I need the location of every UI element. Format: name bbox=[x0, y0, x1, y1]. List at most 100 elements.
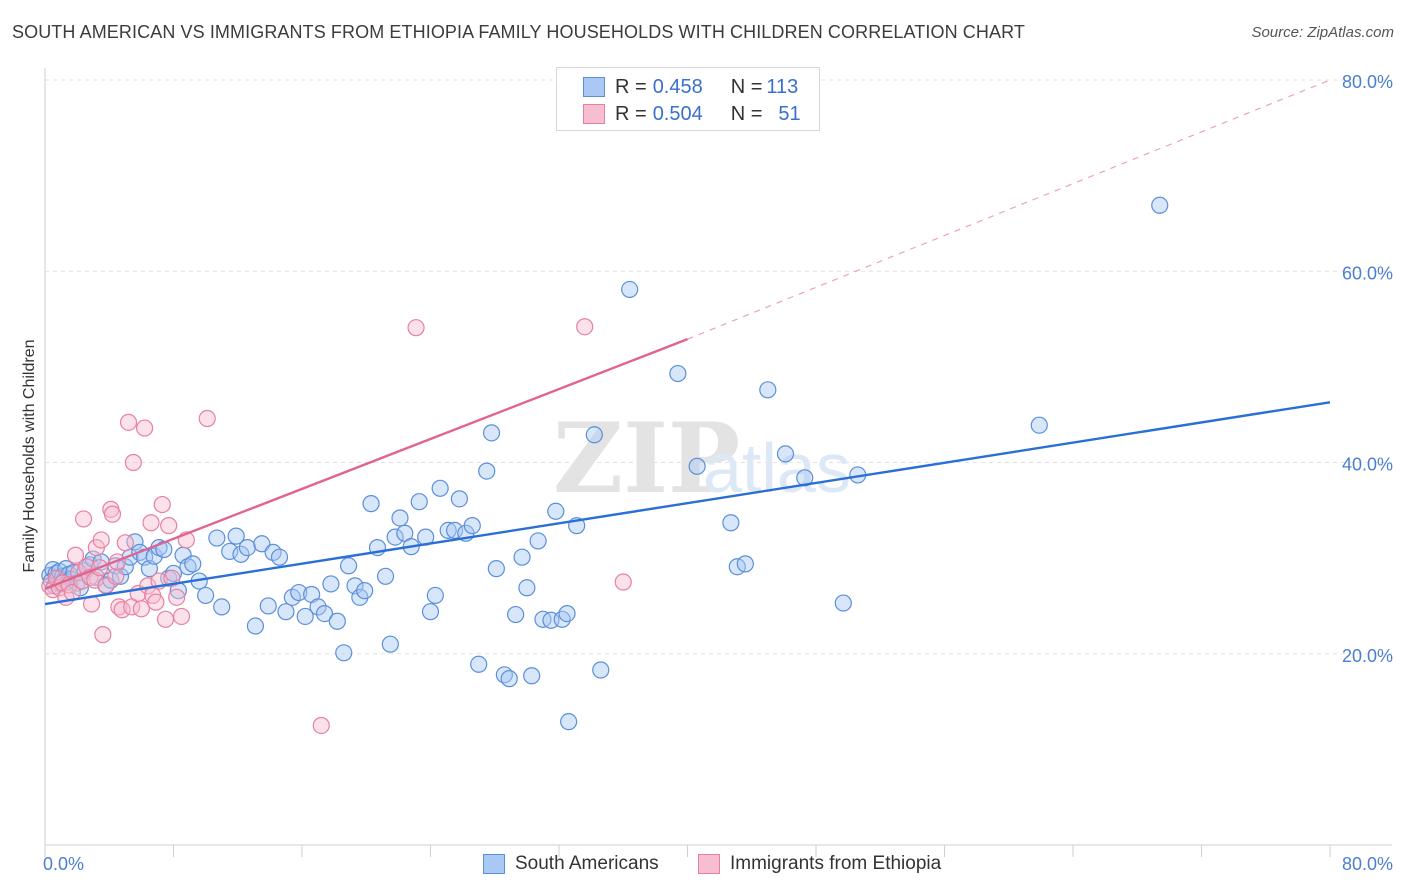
y-axis-label: Family Households with Children bbox=[21, 340, 38, 573]
south-americans-point-45 bbox=[221, 542, 239, 561]
south-americans-point-48 bbox=[238, 539, 256, 557]
legend-row-ethiopia: R = 0.504 N = 51 bbox=[583, 101, 801, 127]
south-americans-point-56 bbox=[290, 583, 308, 602]
ethiopia-point-50 bbox=[614, 573, 632, 591]
legend-r-label: R = bbox=[615, 102, 647, 125]
ethiopia-point-43 bbox=[168, 588, 186, 606]
south-americans-point-95 bbox=[523, 667, 541, 685]
south-americans-point-32 bbox=[145, 547, 163, 565]
south-americans-point-113 bbox=[776, 445, 795, 463]
legend-r-label: R = bbox=[615, 75, 647, 98]
ethiopia-point-48 bbox=[407, 319, 425, 337]
trend-lines bbox=[44, 79, 1331, 606]
south-americans-point-54 bbox=[277, 603, 295, 621]
south-americans-point-59 bbox=[309, 598, 327, 616]
ethiopia-point-47 bbox=[312, 716, 330, 735]
south-americans-point-115 bbox=[834, 594, 852, 612]
watermark-atlas: atlas bbox=[703, 429, 851, 507]
legend-row-south-americans: R = 0.458 N = 113 bbox=[583, 74, 798, 100]
bottom-legend-ethiopia: Immigrants from Ethiopia bbox=[698, 852, 941, 876]
legend-swatch-blue bbox=[583, 77, 605, 97]
south-americans-point-107 bbox=[669, 364, 687, 383]
south-americans-point-86 bbox=[470, 655, 488, 673]
ethiopia-point-35 bbox=[142, 514, 160, 532]
south-americans-point-87 bbox=[478, 462, 496, 480]
x-tick-label-max: 80.0% bbox=[1342, 854, 1393, 874]
south-americans-point-53 bbox=[270, 548, 289, 566]
axes bbox=[44, 68, 1392, 857]
south-americans-point-61 bbox=[322, 575, 340, 593]
south-americans-point-49 bbox=[246, 617, 265, 635]
y-tick-label-2: 60.0% bbox=[1342, 263, 1393, 283]
ethiopia-point-30 bbox=[124, 453, 142, 472]
chart-title: SOUTH AMERICAN VS IMMIGRANTS FROM ETHIOP… bbox=[12, 22, 1025, 42]
south-americans-point-57 bbox=[296, 607, 314, 626]
south-americans-point-88 bbox=[482, 424, 501, 442]
legend-n-value: 51 bbox=[778, 102, 801, 125]
bottom-legend-label: Immigrants from Ethiopia bbox=[730, 853, 942, 874]
ethiopia-point-27 bbox=[116, 534, 134, 552]
tick-labels: 20.0% 40.0% 60.0% 80.0% 0.0% 80.0% bbox=[43, 72, 1393, 874]
south-americans-point-93 bbox=[513, 548, 531, 566]
south-americans-point-72 bbox=[386, 528, 404, 546]
legend-n-value: 113 bbox=[766, 75, 799, 98]
south-americans-point-68 bbox=[362, 495, 380, 513]
south-americans-point-51 bbox=[259, 597, 277, 615]
south-americans-point-83 bbox=[450, 490, 469, 508]
legend-r-value: 0.504 bbox=[652, 102, 703, 125]
south-americans-point-99 bbox=[547, 502, 565, 520]
watermark-zip: ZIP bbox=[553, 402, 740, 515]
bottom-legend-label: South Americans bbox=[515, 853, 659, 874]
trend-line-ethiopia-extension bbox=[687, 79, 1331, 340]
south-americans-point-91 bbox=[500, 670, 518, 688]
south-americans-point-67 bbox=[356, 582, 374, 600]
south-americans-point-102 bbox=[560, 713, 578, 731]
south-americans-point-101 bbox=[558, 604, 576, 623]
south-americans-point-117 bbox=[1030, 416, 1048, 434]
bottom-legend-swatch-blue bbox=[483, 854, 505, 874]
legend-n-label: N = bbox=[730, 102, 763, 125]
south-americans-point-106 bbox=[621, 280, 639, 299]
south-americans-point-40 bbox=[184, 555, 202, 573]
south-americans-point-79 bbox=[426, 586, 444, 605]
south-americans-point-44 bbox=[213, 598, 231, 616]
legend-n-label: N = bbox=[730, 75, 763, 98]
bottom-legend-swatch-pink bbox=[698, 854, 720, 874]
south-americans-point-63 bbox=[335, 644, 353, 662]
south-americans-point-109 bbox=[722, 514, 740, 532]
source-label: Source: ZipAtlas.com bbox=[1251, 24, 1394, 41]
gridlines bbox=[45, 79, 1392, 655]
trend-line-south-americans bbox=[44, 401, 1331, 606]
south-americans-point-81 bbox=[439, 521, 457, 539]
ethiopia-point-25 bbox=[110, 598, 128, 616]
south-americans-point-42 bbox=[197, 586, 215, 605]
south-americans-point-62 bbox=[328, 612, 346, 630]
south-americans-point-111 bbox=[736, 555, 754, 573]
ethiopia-point-32 bbox=[132, 600, 150, 618]
ethiopia-point-8 bbox=[66, 546, 85, 564]
south-americans-point-80 bbox=[431, 479, 449, 497]
south-americans-point-92 bbox=[507, 605, 525, 624]
south-americans-point-118 bbox=[1151, 196, 1169, 214]
ethiopia-point-22 bbox=[103, 505, 122, 523]
ethiopia-point-28 bbox=[119, 413, 138, 431]
y-tick-label-0: 20.0% bbox=[1342, 646, 1393, 666]
south-americans-point-60 bbox=[315, 604, 334, 623]
ethiopia-point-37 bbox=[147, 593, 165, 611]
ethiopia-point-26 bbox=[113, 601, 131, 619]
ethiopia-point-46 bbox=[198, 409, 216, 428]
legend-r-value: 0.458 bbox=[652, 75, 703, 98]
y-tick-label-1: 40.0% bbox=[1342, 455, 1393, 475]
x-tick-label-min: 0.0% bbox=[43, 854, 84, 874]
south-americans-point-25 bbox=[111, 567, 130, 585]
watermark: ZIP atlas bbox=[553, 402, 851, 515]
legend: R = 0.458 N = 113 R = 0.504 N = 51 bbox=[556, 67, 820, 131]
south-americans-point-85 bbox=[463, 517, 481, 535]
ethiopia-point-39 bbox=[153, 495, 171, 514]
ethiopia-point-33 bbox=[135, 419, 154, 437]
trend-line-ethiopia bbox=[44, 338, 688, 590]
legend-swatch-pink bbox=[583, 104, 605, 124]
ethiopia-point-42 bbox=[163, 569, 181, 587]
ethiopia-point-19 bbox=[94, 626, 112, 644]
